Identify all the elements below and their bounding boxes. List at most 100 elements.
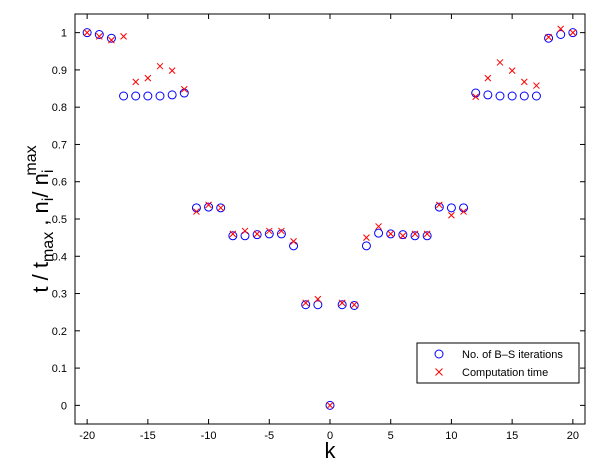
time-point xyxy=(557,25,565,33)
iterations-point xyxy=(349,300,359,310)
time-point xyxy=(314,295,322,303)
y-tick-label: 0.5 xyxy=(52,214,67,226)
iterations-point xyxy=(483,90,493,100)
time-point xyxy=(460,208,467,215)
x-tick-label: -5 xyxy=(264,430,274,442)
svg-text:t / tmax , ni/ nimax: t / tmax , ni/ nimax xyxy=(23,145,57,292)
iterations-point xyxy=(374,228,384,238)
time-point xyxy=(229,230,237,238)
iterations-point xyxy=(276,229,286,239)
y-tick-label: 0.4 xyxy=(52,251,67,263)
iterations-point xyxy=(434,202,444,212)
y-tick-label: 0.2 xyxy=(52,326,67,338)
y-label-n: n xyxy=(28,201,53,213)
iterations-point xyxy=(131,91,141,101)
iterations-point xyxy=(301,300,311,310)
time-point xyxy=(411,230,419,238)
time-point xyxy=(144,74,152,82)
iterations-point xyxy=(264,229,274,239)
time-point xyxy=(302,299,310,307)
x-tick-label: 20 xyxy=(567,430,579,442)
iterations-point xyxy=(313,300,323,310)
y-label-t: t xyxy=(28,262,53,268)
legend-circle-marker xyxy=(434,349,444,359)
y-tick-label: 0.6 xyxy=(52,177,67,189)
time-point xyxy=(448,211,455,219)
y-tick-label: 0.3 xyxy=(52,289,67,301)
time-point xyxy=(180,85,188,93)
iterations-point xyxy=(252,230,262,240)
time-point xyxy=(350,301,358,309)
x-tick-label: 10 xyxy=(445,430,457,442)
legend: No. of B–S iterations Computation time xyxy=(416,342,580,384)
iterations-point xyxy=(446,203,456,213)
y-label-n2-sub: i xyxy=(40,170,57,174)
time-point xyxy=(132,78,140,86)
legend-box xyxy=(416,342,580,384)
time-point xyxy=(484,74,492,82)
y-tick-label: 0 xyxy=(61,400,67,412)
y-tick-label: 0.7 xyxy=(52,139,67,151)
time-point xyxy=(156,62,164,70)
x-tick-label: -20 xyxy=(79,430,95,442)
x-tick-label: 0 xyxy=(327,430,333,442)
iterations-point xyxy=(155,91,165,101)
y-tick-label: 0.1 xyxy=(52,363,67,375)
time-point xyxy=(338,299,346,307)
data-series xyxy=(82,25,578,410)
y-label-n2: / n xyxy=(28,173,53,197)
x-axis-label: k xyxy=(325,438,337,463)
y-axis: 0 0.1 0.2 0.3 0.4 0.5 0.6 0.7 0.8 0.9 1 xyxy=(52,28,585,412)
time-point xyxy=(95,33,103,40)
time-point xyxy=(363,234,370,241)
legend-label-time: Computation time xyxy=(462,367,548,379)
time-point xyxy=(217,204,225,212)
y-label-t: t xyxy=(28,287,53,293)
iterations-point xyxy=(216,203,226,213)
time-point xyxy=(193,208,200,215)
time-point xyxy=(83,29,91,36)
y-label-sep: / xyxy=(28,268,53,286)
iterations-point xyxy=(204,202,214,212)
iterations-point xyxy=(337,300,347,310)
time-point xyxy=(435,201,443,209)
time-point xyxy=(533,82,540,89)
iterations-point xyxy=(240,231,250,241)
iterations-point xyxy=(495,91,505,101)
time-point xyxy=(375,223,382,230)
x-axis: -20 -15 -10 -5 0 5 10 15 20 xyxy=(79,14,579,442)
iterations-point xyxy=(82,28,92,38)
time-point xyxy=(399,232,407,240)
time-point xyxy=(120,33,127,40)
time-point xyxy=(108,36,115,44)
time-point xyxy=(241,227,249,235)
y-label-t-sub: max xyxy=(40,232,57,262)
iterations-point xyxy=(519,91,529,101)
iterations-point xyxy=(386,229,396,239)
y-axis-label: t / tmax , ni/ nimax xyxy=(23,145,57,292)
iterations-point xyxy=(143,91,153,101)
iterations-point xyxy=(361,241,371,251)
iterations-point xyxy=(325,400,335,410)
time-point xyxy=(387,230,395,238)
y-tick-label: 1 xyxy=(61,28,67,40)
iterations-point xyxy=(167,90,177,100)
time-point xyxy=(205,201,212,209)
time-point xyxy=(569,29,577,36)
time-point xyxy=(496,59,504,66)
x-tick-label: -15 xyxy=(140,430,156,442)
time-point xyxy=(290,238,297,245)
y-label-n-sub: i xyxy=(40,198,57,202)
iterations-point xyxy=(410,231,420,241)
iterations-point xyxy=(556,30,566,39)
y-tick-label: 0.9 xyxy=(52,65,67,77)
iterations-point xyxy=(94,30,104,39)
time-point xyxy=(472,93,480,101)
time-point xyxy=(326,402,334,409)
y-label-comma: , xyxy=(28,213,53,231)
x-tick-label: 15 xyxy=(506,430,518,442)
legend-label-iterations: No. of B–S iterations xyxy=(462,349,563,361)
legend-x-marker xyxy=(435,368,443,376)
iterations-point xyxy=(531,91,541,101)
time-point xyxy=(168,67,176,75)
